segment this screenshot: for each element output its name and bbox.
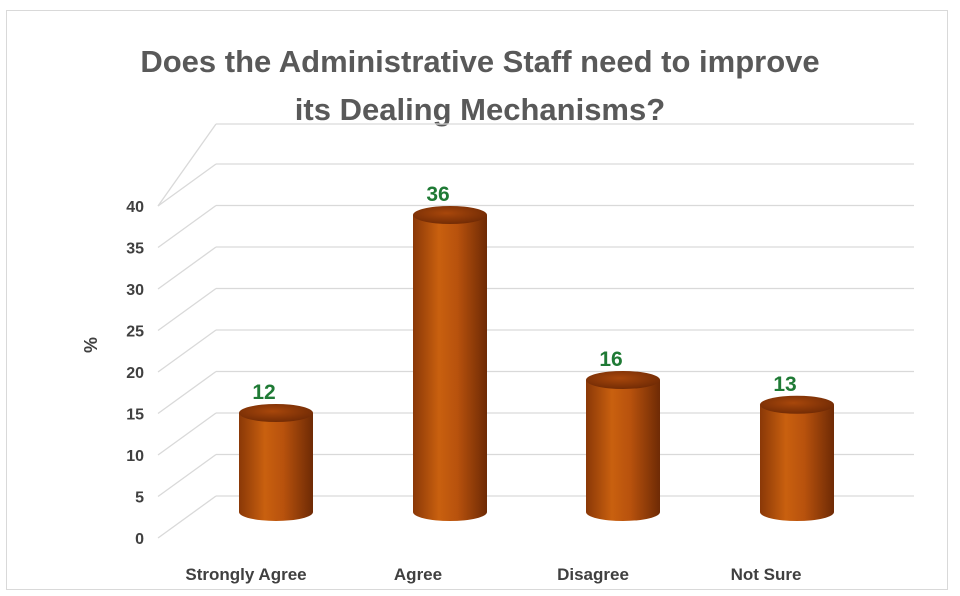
bar <box>413 206 487 521</box>
bar-body <box>586 380 660 521</box>
y-tick-label: 25 <box>126 324 144 341</box>
bar-cap <box>239 404 313 422</box>
data-label: 16 <box>599 348 622 371</box>
data-label: 12 <box>252 381 275 404</box>
y-tick-label: 5 <box>135 490 144 507</box>
y-tick-label: 0 <box>135 531 144 548</box>
data-label: 36 <box>426 183 449 206</box>
y-tick-label: 35 <box>126 241 144 258</box>
gridline-depth <box>157 495 217 539</box>
bar-cap <box>760 395 834 414</box>
data-labels: 12 36 16 13 <box>252 183 796 404</box>
gridlines <box>157 123 914 539</box>
y-tick-label: 15 <box>126 407 144 424</box>
bars <box>239 206 834 521</box>
y-tick-label: 20 <box>126 365 144 382</box>
gridline-depth <box>157 123 217 207</box>
bar-body <box>413 215 487 521</box>
y-tick-label: 10 <box>126 448 144 465</box>
y-tick-label: 40 <box>126 199 144 216</box>
gridline-depth <box>157 246 217 290</box>
chart-title: Does the Administrative Staff need to im… <box>0 38 960 134</box>
chart-title-line-2: its Dealing Mechanisms? <box>294 92 666 127</box>
gridline-depth <box>157 163 217 207</box>
data-label: 13 <box>773 373 796 396</box>
y-axis-ticks: 0 5 10 15 20 25 30 35 40 <box>126 199 144 548</box>
category-label: Not Sure <box>731 565 802 584</box>
bar-body <box>239 413 313 521</box>
bar <box>586 371 660 521</box>
y-axis-label: % <box>81 337 101 353</box>
gridline-depth <box>157 204 217 249</box>
bar-cap <box>586 371 660 389</box>
gridline-depth <box>157 453 217 498</box>
bar-body <box>760 404 834 521</box>
category-label: Strongly Agree <box>185 565 306 584</box>
y-tick-label: 30 <box>126 282 144 299</box>
gridline-depth <box>157 370 217 415</box>
bar-cap <box>413 206 487 224</box>
x-axis-categories: Strongly Agree Agree Disagree Not Sure <box>185 565 801 584</box>
gridline-depth <box>157 329 217 373</box>
gridline-depth <box>157 287 217 332</box>
gridline-depth <box>157 412 217 456</box>
chart-title-line-1: Does the Administrative Staff need to im… <box>140 44 820 79</box>
bar <box>760 395 834 521</box>
category-label: Disagree <box>557 565 629 584</box>
category-label: Agree <box>394 565 442 584</box>
bar <box>239 404 313 521</box>
